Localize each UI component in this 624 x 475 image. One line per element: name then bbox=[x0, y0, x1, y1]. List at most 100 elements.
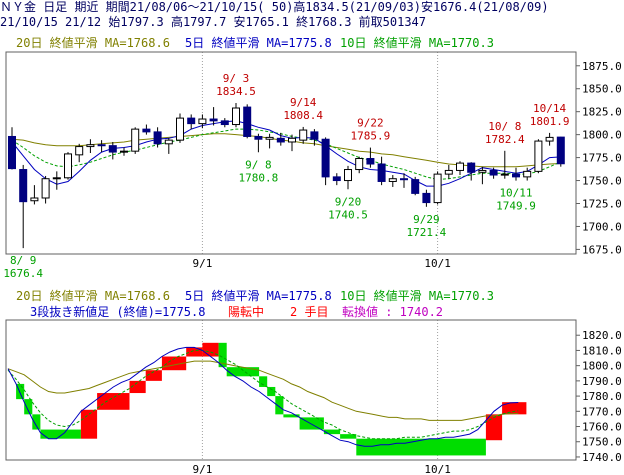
y-tick-label: 1820.0 bbox=[582, 329, 622, 342]
candle-body bbox=[64, 153, 72, 179]
y-tick-label: 1800.0 bbox=[582, 129, 622, 142]
candle-body bbox=[209, 118, 218, 122]
extreme-label-line: 1785.9 bbox=[351, 130, 391, 143]
break-panel-moving-averages bbox=[7, 346, 519, 447]
candle-8-13 bbox=[64, 152, 72, 180]
candle-9-10 bbox=[276, 132, 285, 146]
candle-body bbox=[321, 138, 330, 178]
candle-8-19 bbox=[108, 141, 117, 160]
break-panel-frame bbox=[5, 319, 577, 461]
candle-10-7 bbox=[489, 167, 498, 179]
candle-8-16 bbox=[75, 143, 84, 163]
break-brick-23 bbox=[502, 402, 527, 415]
y-tick-label: 1740.0 bbox=[582, 451, 622, 464]
extreme-label-line: 1808.4 bbox=[283, 109, 323, 122]
break-brick-21 bbox=[356, 438, 486, 456]
candle-body bbox=[332, 176, 341, 182]
candle-body bbox=[500, 173, 509, 176]
legend2-ma10: 10日 終値平滑 MA=1770.3 bbox=[340, 288, 494, 303]
y-tick-label: 1770.0 bbox=[582, 405, 622, 418]
ma10-line bbox=[11, 128, 562, 181]
candle-body bbox=[30, 197, 39, 202]
candle-body bbox=[366, 158, 375, 165]
candle-body bbox=[232, 107, 240, 126]
move-count: 2 手目 bbox=[290, 305, 328, 319]
extreme-label-9-3: 9/ 3 1834.5 bbox=[216, 72, 256, 98]
break-panel-y-axis: 1740.0 1750.0 1760.0 1770.0 1780.0 1790.0 1800… bbox=[576, 329, 622, 464]
candle-body bbox=[444, 169, 453, 175]
x-tick-label: 10/1 bbox=[424, 463, 451, 475]
extreme-label-10-11: 10/11 1749.9 bbox=[496, 187, 536, 213]
candle-8-11 bbox=[41, 175, 50, 204]
y-tick-label: 1775.0 bbox=[582, 152, 622, 165]
candle-body bbox=[523, 170, 532, 178]
candle-body bbox=[8, 135, 16, 170]
extreme-label-9-29: 9/29 1721.4 bbox=[407, 213, 447, 239]
candle-body bbox=[433, 173, 442, 204]
candle-9-27 bbox=[400, 173, 408, 188]
trend-status: 陽転中 bbox=[228, 304, 264, 319]
break-brick-1 bbox=[16, 383, 25, 400]
y-tick-label: 1810.0 bbox=[582, 344, 622, 357]
break-brick-10 bbox=[186, 347, 203, 357]
candle-body bbox=[556, 136, 565, 165]
y-tick-label: 1790.0 bbox=[582, 375, 622, 388]
candle-10-12 bbox=[523, 167, 532, 181]
candle-8-23 bbox=[131, 127, 140, 154]
break-brick-2 bbox=[24, 399, 33, 415]
candle-body bbox=[120, 150, 128, 153]
candle-9-24 bbox=[388, 175, 397, 187]
candle-8-25 bbox=[153, 127, 162, 148]
extreme-label-9-20: 9/20 1740.5 bbox=[328, 195, 368, 221]
y-tick-label: 1750.0 bbox=[582, 436, 622, 449]
ma20-line-2 bbox=[7, 360, 519, 421]
candle-8-18 bbox=[97, 140, 106, 153]
candle-body bbox=[545, 136, 554, 142]
extreme-label-10-14: 10/14 1801.9 bbox=[530, 102, 570, 128]
extreme-label-9-8: 9/ 8 1780.8 bbox=[239, 158, 279, 184]
extreme-label-line: 9/29 bbox=[413, 213, 440, 226]
candle-10-1 bbox=[444, 164, 453, 179]
break-brick-20 bbox=[340, 434, 357, 439]
y-tick-label: 1760.0 bbox=[582, 421, 622, 434]
candle-8-27 bbox=[176, 113, 184, 143]
y-tick-label: 1800.0 bbox=[582, 360, 622, 373]
candle-9-23 bbox=[377, 156, 386, 186]
extreme-label-9-14: 9/14 1808.4 bbox=[283, 96, 323, 122]
candle-10-8 bbox=[500, 150, 509, 179]
candle-body bbox=[534, 140, 543, 172]
break-brick-9 bbox=[161, 356, 187, 371]
candle-body bbox=[512, 173, 520, 178]
candle-10-13 bbox=[534, 139, 543, 174]
candle-9-30 bbox=[433, 171, 442, 205]
extreme-label-line: 10/11 bbox=[499, 187, 532, 200]
price-panel-grid bbox=[201, 52, 439, 254]
break-brick-19 bbox=[323, 429, 341, 435]
candle-10-6 bbox=[478, 166, 487, 185]
candle-body bbox=[400, 178, 408, 181]
break-brick-13 bbox=[226, 367, 260, 377]
extreme-label-line: 10/ 8 bbox=[488, 120, 521, 133]
break-panel-grid bbox=[201, 320, 439, 460]
candle-body bbox=[187, 117, 196, 125]
candle-9-2 bbox=[220, 118, 229, 128]
legend2-ma20: 20日 終値平滑 MA=1768.6 bbox=[16, 288, 170, 303]
x-tick-label: 9/1 bbox=[192, 463, 212, 475]
candle-body bbox=[254, 135, 263, 140]
price-summary-bar: 21/10/15 21/12 始1797.3 高1797.7 安1765.1 終… bbox=[0, 15, 624, 29]
break-brick-3 bbox=[32, 414, 41, 430]
candle-body bbox=[355, 158, 364, 171]
extreme-label-line: 9/14 bbox=[290, 96, 317, 109]
candle-8-26 bbox=[164, 138, 173, 154]
candle-8-12 bbox=[52, 171, 61, 190]
price-panel-frame bbox=[5, 51, 577, 255]
extreme-label-line: 1834.5 bbox=[216, 85, 256, 98]
extreme-label-line: 1721.4 bbox=[407, 226, 447, 239]
legend2-ma5: 5日 終値平滑 MA=1775.8 bbox=[185, 288, 332, 303]
candle-9-7 bbox=[243, 104, 252, 139]
y-tick-label: 1675.0 bbox=[582, 243, 622, 256]
candle-body bbox=[164, 139, 173, 145]
break-brick-22 bbox=[485, 414, 503, 441]
break-brick-15 bbox=[267, 386, 276, 397]
candle-body bbox=[265, 136, 274, 140]
